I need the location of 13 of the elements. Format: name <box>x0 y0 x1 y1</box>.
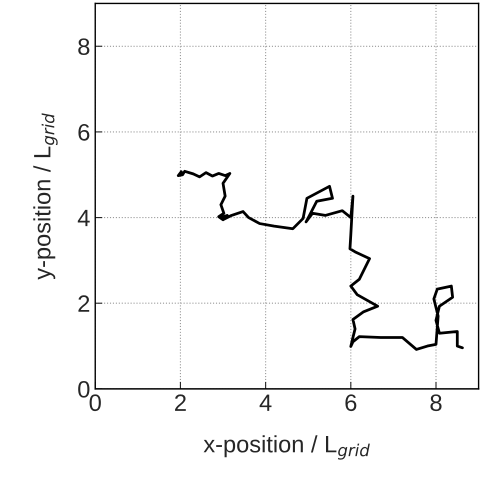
y-axis-title: y-position / L$_{grid}$ <box>33 113 58 280</box>
x-tick-label: 8 <box>430 394 442 412</box>
y-tick-label: 4 <box>78 210 90 226</box>
y-tick-label: 2 <box>78 295 90 312</box>
x-tick-label: 2 <box>175 394 186 411</box>
x-tick-label: 4 <box>260 394 272 411</box>
y-tick-label: 6 <box>78 124 90 141</box>
x-axis-title: x-position / L$_{grid}$ <box>204 435 370 460</box>
x-tick-label: 0 <box>90 394 101 412</box>
x-tick-label: 6 <box>345 394 356 412</box>
line-series <box>176 170 464 351</box>
y-tick-label: 8 <box>78 38 90 56</box>
y-tick-label: 0 <box>78 380 90 398</box>
